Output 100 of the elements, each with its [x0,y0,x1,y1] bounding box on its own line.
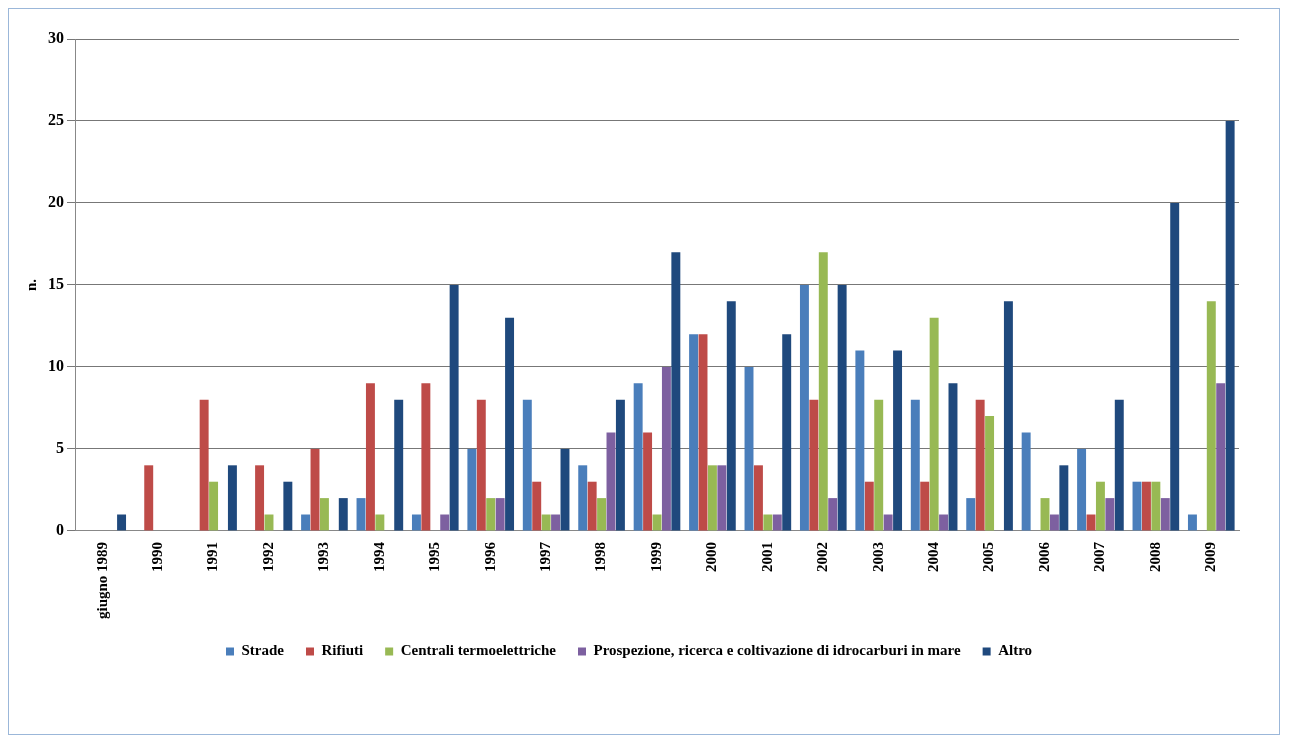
bar [394,399,404,531]
x-tick-label: 2005 [980,541,997,572]
bar [319,498,329,531]
bar [597,498,607,531]
bar [1059,465,1069,531]
x-tick-label: 1994 [370,541,387,572]
x-tick-label: 1998 [592,541,609,572]
x-tick-label: 2002 [814,541,831,572]
bar [495,498,505,531]
bar [144,465,154,531]
x-tick-label: 1990 [149,541,166,572]
y-tick-label: 20 [48,193,64,211]
bar [837,284,847,531]
bar [421,383,431,531]
bar [467,448,477,531]
bar [486,498,496,531]
bar [893,350,903,531]
bar [449,284,459,531]
bar [199,399,209,531]
x-tick-label: 2006 [1035,541,1052,572]
bar [1141,481,1151,531]
bar [1151,481,1161,531]
x-tick-label: 1992 [259,541,276,572]
x-tick-label: 1991 [204,541,221,572]
bar [910,399,920,531]
y-tick-label: 25 [48,111,64,129]
bar [1206,301,1216,531]
bar [1095,481,1105,531]
bar [855,350,865,531]
x-tick-label: 2000 [703,541,720,572]
bar [726,301,736,531]
x-tick-label: 2003 [869,541,886,572]
bar [375,514,385,531]
x-tick-label: 2004 [925,541,942,572]
legend-label: Strade [241,642,285,659]
bar [411,514,421,531]
legend-label: Centrali termoelettriche [400,642,557,659]
bar [1105,498,1115,531]
bar [661,366,671,531]
bar [753,465,763,531]
bar [818,252,828,531]
bar [763,514,773,531]
bar [782,334,792,531]
bar [828,498,838,531]
bar [522,399,532,531]
bar [1216,383,1226,531]
bar [476,399,486,531]
bar [541,514,551,531]
legend-label: Rifiuti [321,642,364,659]
bar [772,514,782,531]
bar [874,399,884,531]
bar [1003,301,1013,531]
bar [920,481,930,531]
bar [505,317,515,531]
bar [1077,448,1087,531]
bar [117,514,127,531]
y-tick-label: 5 [56,439,64,457]
x-tick-label: 2001 [758,541,775,572]
x-tick-label: 1995 [426,541,443,572]
bar [671,252,681,531]
bar [551,514,561,531]
y-axis-title: n. [22,278,39,291]
bar [1187,514,1197,531]
y-tick-label: 15 [48,275,64,293]
x-tick-label: 2008 [1146,541,1163,572]
bar [633,383,643,531]
bar [1049,514,1059,531]
x-tick-label: 2009 [1202,541,1219,572]
x-tick-label: 1993 [315,541,332,572]
bar [587,481,597,531]
x-tick-label: 1996 [481,541,498,572]
y-tick-label: 30 [48,29,64,47]
bar [532,481,542,531]
bar [578,465,588,531]
x-tick-label: 1999 [647,541,664,572]
bar [883,514,893,531]
x-tick-label: 2007 [1091,541,1108,572]
bar [809,399,819,531]
bar [1225,120,1235,531]
bar [689,334,699,531]
bar [440,514,450,531]
bar [301,514,311,531]
y-tick-label: 0 [56,521,64,539]
y-tick-label: 10 [48,357,64,375]
bar [975,399,985,531]
bar [1021,432,1031,531]
legend-label: Altro [998,642,1033,659]
bar [338,498,348,531]
bar [1170,202,1180,531]
bar [1114,399,1124,531]
bar [283,481,293,531]
bar [209,481,219,531]
bar [365,383,375,531]
bar [255,465,265,531]
bar [799,284,809,531]
legend-label: Prospezione, ricerca e coltivazione di idrocarburi in mare [593,642,961,659]
x-tick-label: giugno 1989 [93,541,110,620]
bar [1160,498,1170,531]
x-tick-label: 1997 [537,541,554,572]
bar [939,514,949,531]
